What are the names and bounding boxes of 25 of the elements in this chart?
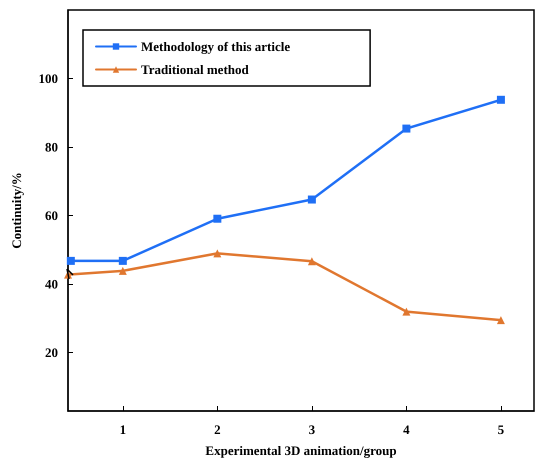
point: [496, 316, 505, 324]
y-tick-label: 40: [45, 276, 58, 292]
point: [66, 256, 75, 265]
x-tick-label: 4: [403, 422, 410, 437]
y-tick-label: 60: [45, 208, 58, 224]
y-axis-title: Continuity/%: [9, 172, 24, 249]
legend-label: Methodology of this article: [141, 39, 290, 54]
x-tick-label: 5: [498, 422, 505, 437]
y-tick-label: 20: [45, 345, 58, 360]
x-axis-title: Experimental 3D animation/group: [205, 443, 397, 458]
point: [308, 257, 316, 266]
point: [308, 196, 316, 204]
point: [213, 249, 222, 258]
point: [118, 266, 127, 275]
point: [496, 96, 505, 104]
point: [402, 124, 410, 133]
x-tick-label: 3: [308, 422, 316, 437]
point: [402, 308, 410, 316]
y-tick-label: 80: [45, 140, 58, 155]
x-tick-label: 2: [214, 422, 221, 437]
point: [118, 256, 127, 265]
point: [213, 214, 222, 223]
x-tick-label: 1: [120, 422, 126, 437]
y-tick-label: 100: [38, 71, 58, 86]
legend-label: Traditional method: [141, 62, 250, 77]
